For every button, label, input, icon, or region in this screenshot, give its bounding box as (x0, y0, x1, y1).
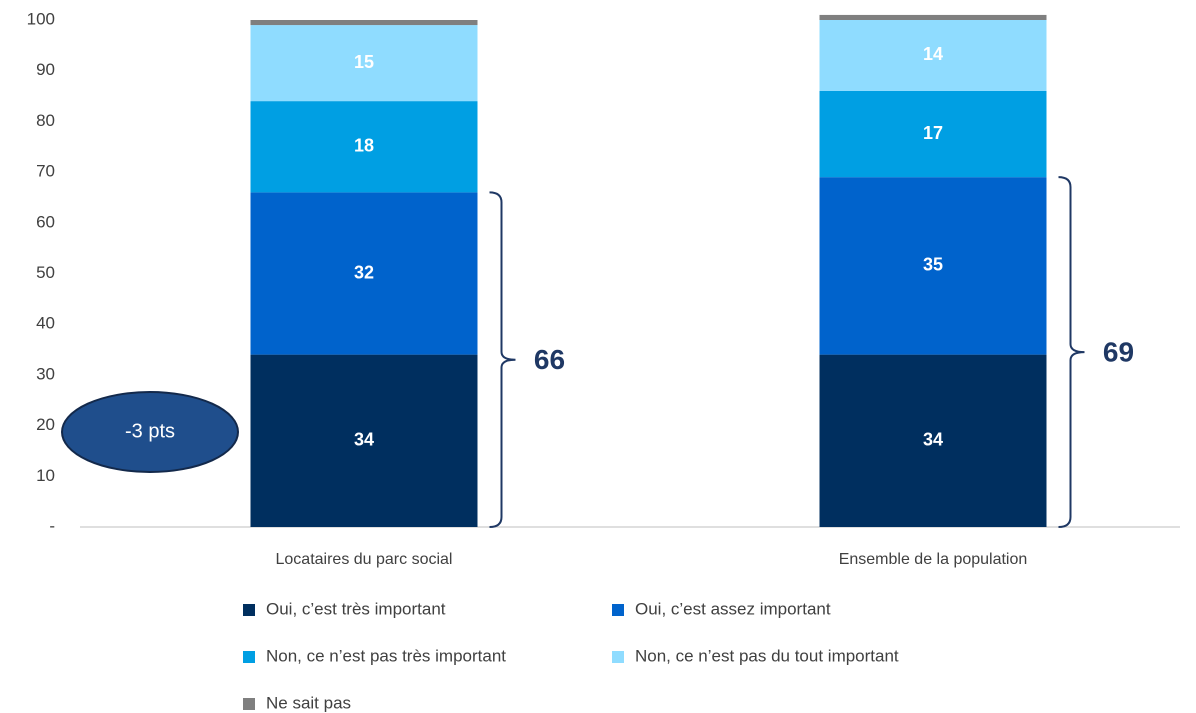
bar-segment (819, 20, 1047, 91)
x-tick-label: Ensemble de la population (839, 551, 1028, 568)
y-tick-label: 30 (36, 364, 55, 383)
data-label: 15 (354, 52, 374, 72)
bar-segment (819, 354, 1047, 527)
bracket (1058, 176, 1085, 528)
bar-segment (819, 90, 1047, 178)
x-tick-label: Locataires du parc social (276, 551, 453, 568)
bracket-label: 69 (1103, 336, 1134, 367)
annotation-bubble (61, 391, 239, 473)
y-tick-label: 50 (36, 263, 55, 282)
y-tick-label: 80 (36, 111, 55, 130)
y-tick-label: 60 (36, 212, 55, 231)
bracket-label: 66 (534, 344, 565, 375)
y-tick-label: 40 (36, 314, 55, 333)
y-tick-label: 90 (36, 60, 55, 79)
legend-label: Ne sait pas (266, 693, 351, 712)
y-tick-label: 100 (27, 9, 55, 28)
legend-label: Oui, c’est assez important (635, 599, 831, 618)
legend-swatch (612, 604, 624, 616)
legend-swatch (243, 604, 255, 616)
legend-swatch (243, 651, 255, 663)
legend-label: Non, ce n’est pas du tout important (635, 646, 899, 665)
bar-segment (250, 20, 478, 26)
data-label: 17 (923, 123, 943, 143)
data-label: 32 (354, 262, 374, 282)
y-tick-label: - (49, 516, 55, 535)
annotation-text: -3 pts (125, 420, 175, 442)
y-tick-label: 10 (36, 466, 55, 485)
data-label: 14 (923, 44, 943, 64)
bar-segment (250, 25, 478, 102)
legend-label: Non, ce n’est pas très important (266, 646, 506, 665)
y-tick-label: 70 (36, 162, 55, 181)
bar-segment (250, 192, 478, 355)
bracket (489, 191, 516, 528)
legend-label: Oui, c’est très important (266, 599, 446, 618)
bar-segment (250, 101, 478, 193)
data-label: 34 (354, 430, 374, 450)
data-label: 34 (923, 430, 943, 450)
legend-swatch (612, 651, 624, 663)
data-label: 18 (354, 136, 374, 156)
data-label: 35 (923, 255, 943, 275)
bar-segment (819, 177, 1047, 355)
legend-swatch (243, 698, 255, 710)
bar-segment (250, 354, 478, 527)
y-tick-label: 20 (36, 415, 55, 434)
bar-segment (819, 14, 1047, 20)
